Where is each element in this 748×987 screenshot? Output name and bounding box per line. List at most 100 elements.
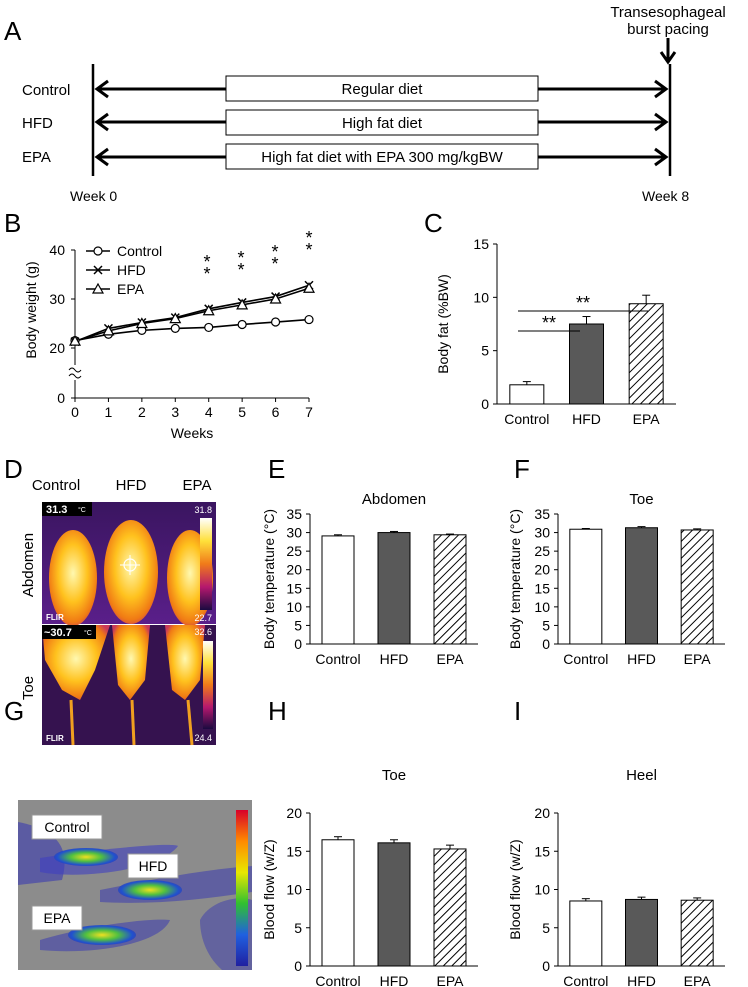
y-tick-label: 5: [294, 617, 302, 633]
y-tick-label: 15: [534, 580, 550, 596]
event-label-line2: burst pacing: [627, 21, 709, 38]
group-label-control: Control: [22, 82, 70, 99]
x-tick-label: EPA: [437, 651, 465, 667]
series-line-hfd: [74, 284, 310, 343]
sig-mark: **: [576, 293, 590, 313]
sig-mark: *: [271, 242, 278, 262]
data-point-epa: [202, 304, 215, 316]
rat-control: [49, 530, 97, 626]
data-point-control: [270, 317, 281, 327]
flir-logo: FLIR: [46, 734, 64, 743]
data-point-epa: [68, 334, 82, 346]
y-tick-label: 20: [534, 562, 550, 578]
flir-logo: FLIR: [46, 613, 64, 622]
sig-mark: *: [305, 240, 312, 260]
x-tick-label: 5: [238, 404, 246, 420]
y-tick-label: 25: [534, 543, 550, 559]
x-tick-label: EPA: [684, 973, 712, 987]
y-axis-label: Body temperature (°C): [507, 509, 523, 649]
bar: [321, 839, 355, 967]
y-tick-label: 5: [542, 920, 550, 936]
sig-mark: **: [542, 313, 556, 333]
week8-label: Week 8: [642, 188, 689, 204]
x-tick-label: Control: [563, 651, 608, 667]
panel-e: E Abdomen 0 5 10 15 20 25 30 35 Body temperature …: [261, 454, 478, 667]
paw-hfd: [118, 880, 182, 900]
temp-unit: °C: [78, 506, 86, 514]
panel-h: H Toe 0 5 10 15 20 Blood flow (w/Z) Control HFD E…: [261, 696, 478, 987]
y-tick-label: 20: [286, 562, 302, 578]
y-tick-label: 40: [49, 242, 65, 258]
x-tick-label: Control: [563, 973, 608, 987]
diet-box-control: [225, 75, 539, 102]
y-tick-label: 10: [286, 599, 302, 615]
x-tick-label: 3: [171, 404, 179, 420]
x-tick-label: 2: [138, 404, 146, 420]
legend-label: Control: [117, 243, 162, 259]
diet-label-epa: High fat diet with EPA 300 mg/kgBW: [261, 149, 503, 166]
thermal-image-toe: ~30.7 °C 32.6 24.4 FLIR: [42, 625, 216, 746]
y-tick-label: 0: [542, 958, 550, 974]
panel-letter-c: C: [424, 208, 443, 238]
event-label-line1: Transesophageal: [610, 4, 725, 21]
y-tick-label: 30: [534, 525, 550, 541]
x-tick-label: EPA: [633, 411, 661, 427]
abdomen-temperature-chart: Abdomen 0 5 10 15 20 25 30 35 Body temperature (°…: [261, 491, 478, 667]
panel-letter-d: D: [4, 454, 23, 484]
x-tick-label: Control: [315, 651, 360, 667]
timeline-epa: EPA High fat diet with EPA 300 mg/kgBW: [22, 143, 669, 170]
bar: [628, 303, 664, 405]
panel-letter-b: B: [4, 208, 21, 238]
y-tick-label: 5: [481, 343, 489, 359]
panel-i: I Heel 0 5 10 15 20 Blood flow (w/Z) Control HFD…: [507, 696, 725, 987]
series-line-control: [74, 318, 310, 342]
timeline-hfd: HFD High fat diet: [22, 109, 669, 136]
legend-label: HFD: [117, 262, 146, 278]
x-tick-label: Control: [504, 411, 549, 427]
rat-hfd: [104, 520, 158, 624]
x-tick-label: HFD: [627, 651, 656, 667]
bar: [433, 534, 467, 645]
x-tick-label: HFD: [380, 651, 409, 667]
spot-temperature: ~30.7: [44, 627, 72, 639]
bar: [680, 899, 714, 967]
y-tick-label: 30: [49, 291, 65, 307]
row-label: Toe: [20, 676, 37, 700]
toe-temperature-chart: Toe 0 5 10 15 20 25 30 35 Body temperature (°C) Co…: [507, 491, 725, 667]
y-tick-label: 35: [534, 506, 550, 522]
x-tick-label: Control: [315, 973, 360, 987]
sig-mark: *: [305, 228, 312, 248]
y-tick-label: 20: [49, 340, 65, 356]
data-point-epa: [269, 292, 282, 304]
temp-unit: °C: [84, 629, 92, 637]
y-tick-label: 10: [534, 599, 550, 615]
data-point-epa: [135, 317, 148, 329]
data-point-epa: [302, 281, 316, 293]
y-tick-label: 15: [286, 843, 302, 859]
y-axis-label: Body weight (g): [23, 261, 39, 358]
legend-marker: [91, 282, 105, 294]
x-tick-label: HFD: [572, 411, 601, 427]
image-label-hfd: HFD: [139, 858, 168, 874]
diet-box-hfd: [225, 109, 539, 136]
thermal-image-abdomen: 31.3 °C 31.8 22.7 FLIR: [42, 502, 216, 626]
bar: [569, 900, 603, 967]
legend-marker: [93, 246, 103, 256]
sig-mark: *: [203, 264, 210, 284]
data-point-epa: [236, 298, 249, 310]
y-axis-label: Blood flow (w/Z): [261, 839, 277, 939]
scale-min: 24.4: [194, 733, 212, 743]
body-fat-chart: 0 5 10 15 Body fat (%BW) Control HFD EPA: [435, 236, 676, 427]
bar: [377, 842, 411, 967]
x-tick-label: 7: [305, 404, 313, 420]
series-line-epa: [74, 287, 310, 342]
x-tick-label: 1: [105, 404, 113, 420]
diet-label-control: Regular diet: [342, 81, 424, 98]
image-label-epa: EPA: [44, 910, 72, 926]
panel-d: D Control HFD EPA Abdomen Toe 31.3 °C 31…: [4, 454, 216, 746]
y-tick-label: 35: [286, 506, 302, 522]
scale-max: 31.8: [194, 505, 212, 515]
x-tick-label: HFD: [627, 973, 656, 987]
chart-title: Toe: [629, 491, 653, 508]
bar: [680, 529, 714, 645]
